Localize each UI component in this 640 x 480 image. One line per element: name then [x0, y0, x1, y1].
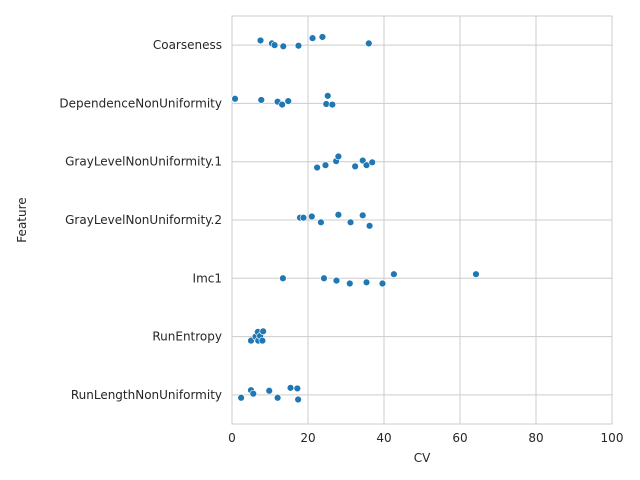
y-tick-label: Coarseness [153, 38, 222, 52]
data-point [324, 92, 332, 100]
data-point [328, 100, 337, 109]
y-tick-label: RunLengthNonUniformity [71, 388, 222, 402]
data-point [294, 42, 303, 50]
data-point [237, 394, 245, 402]
data-point [368, 158, 376, 166]
plot-frame [231, 15, 613, 425]
data-point [320, 274, 328, 282]
data-point [231, 95, 239, 103]
y-axis-title: Feature [15, 197, 29, 242]
x-tick-label: 40 [376, 431, 391, 445]
data-point [334, 211, 343, 219]
data-point [279, 274, 287, 282]
data-point [318, 33, 327, 41]
x-axis-title: CV [414, 451, 431, 465]
data-point [299, 213, 308, 222]
data-point [346, 218, 355, 227]
data-point [293, 384, 302, 393]
data-point [308, 34, 317, 42]
data-point [286, 384, 295, 392]
data-point [265, 387, 273, 395]
data-point [334, 152, 343, 161]
data-point [284, 97, 292, 105]
y-tick-label: DependenceNonUniformity [59, 96, 222, 110]
x-tick-label: 80 [528, 431, 543, 445]
data-point [322, 100, 330, 108]
data-point [362, 161, 371, 169]
data-point [346, 279, 354, 288]
x-tick-label: 60 [452, 431, 467, 445]
y-tick-label: GrayLevelNonUniformity.2 [65, 213, 222, 227]
data-point [257, 96, 265, 104]
y-tick-labels: Coarseness DependenceNonUniformity GrayLev… [59, 38, 222, 402]
data-point [365, 222, 374, 230]
data-point [308, 212, 316, 221]
x-tick-label: 0 [228, 431, 236, 445]
data-point [317, 218, 325, 227]
data-point [332, 276, 341, 285]
scatter-points [231, 33, 480, 404]
x-tick-label: 100 [601, 431, 624, 445]
data-point [351, 162, 359, 171]
data-point [249, 389, 257, 398]
data-point [359, 211, 367, 220]
y-tick-label: RunEntropy [152, 330, 222, 344]
data-point [294, 395, 302, 404]
x-tick-labels: 0 20 40 60 80 100 [228, 431, 623, 445]
data-point [321, 161, 330, 169]
data-point [273, 394, 282, 402]
data-point [365, 39, 373, 48]
data-point [362, 278, 371, 287]
data-point [247, 336, 255, 345]
data-point [378, 279, 387, 288]
x-tick-label: 20 [300, 431, 315, 445]
data-point [472, 270, 480, 278]
data-point [278, 100, 286, 109]
y-tick-label: Imc1 [193, 271, 222, 285]
data-point [279, 42, 287, 51]
data-point [259, 327, 267, 336]
data-point [313, 163, 321, 172]
data-point [258, 336, 267, 345]
y-tick-label: GrayLevelNonUniformity.1 [65, 155, 222, 169]
data-point [256, 36, 265, 45]
data-point [390, 270, 398, 278]
data-point [270, 41, 279, 49]
